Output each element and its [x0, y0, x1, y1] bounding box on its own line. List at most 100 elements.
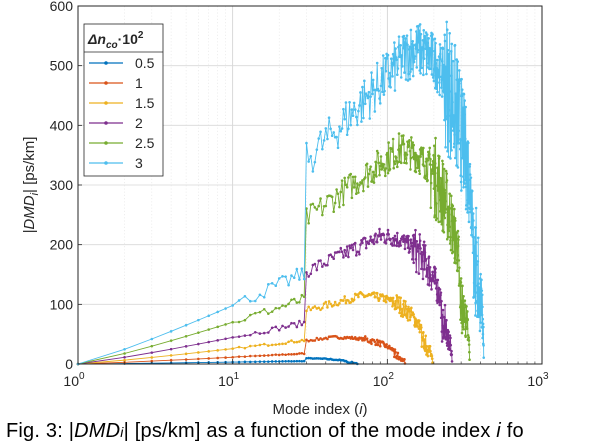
data-point — [413, 239, 416, 243]
data-point — [357, 250, 360, 254]
data-point — [327, 300, 331, 303]
data-point — [393, 303, 396, 306]
data-point — [375, 175, 378, 178]
data-point — [357, 109, 360, 113]
data-point — [379, 155, 383, 158]
data-point — [338, 205, 341, 209]
data-point — [472, 281, 476, 285]
data-point — [248, 354, 252, 358]
data-point — [347, 255, 350, 259]
data-point — [415, 239, 419, 243]
data-point — [451, 204, 455, 208]
data-point — [391, 52, 395, 56]
data-point — [424, 31, 428, 34]
data-point — [361, 179, 364, 182]
data-point — [417, 40, 421, 44]
data-point — [357, 191, 360, 194]
data-point — [423, 338, 426, 341]
data-point — [467, 343, 471, 346]
data-point — [418, 233, 422, 236]
data-point — [481, 336, 484, 340]
data-point — [404, 151, 407, 155]
data-point — [460, 189, 463, 192]
data-point — [453, 133, 456, 137]
data-point — [481, 317, 485, 321]
data-point — [464, 207, 468, 211]
data-point — [322, 302, 326, 305]
data-point — [344, 301, 348, 305]
data-point — [216, 339, 219, 342]
data-point — [475, 284, 479, 287]
data-point — [243, 334, 247, 337]
data-point — [455, 58, 459, 61]
data-point — [475, 263, 478, 266]
data-point — [356, 182, 359, 185]
data-point — [464, 185, 468, 189]
data-point — [284, 275, 287, 278]
data-point — [378, 164, 382, 168]
data-point — [356, 123, 359, 127]
data-point — [342, 256, 345, 259]
data-point — [349, 246, 353, 250]
data-point — [435, 87, 438, 91]
data-point — [321, 265, 324, 268]
series-markers-2 — [76, 227, 454, 366]
data-point — [333, 300, 337, 304]
data-point — [408, 247, 412, 251]
data-point — [433, 49, 436, 53]
data-point — [468, 358, 471, 362]
data-point — [441, 162, 445, 166]
data-point — [447, 155, 450, 159]
data-point — [377, 89, 381, 93]
data-point — [378, 97, 381, 100]
data-point — [380, 168, 384, 171]
data-point — [445, 20, 449, 24]
data-point — [443, 216, 447, 220]
data-point — [445, 237, 449, 241]
data-point — [429, 50, 432, 54]
data-point — [450, 207, 453, 211]
data-point — [482, 325, 485, 329]
data-point — [473, 246, 477, 249]
data-point — [402, 240, 405, 243]
data-point — [386, 151, 389, 155]
y-tick-label: 0 — [65, 356, 73, 372]
data-point — [383, 89, 386, 93]
data-point — [482, 356, 486, 359]
data-point — [378, 227, 381, 231]
data-point — [457, 141, 461, 145]
data-point — [258, 354, 262, 358]
data-point — [449, 131, 453, 135]
data-point — [415, 66, 419, 69]
data-point — [459, 281, 463, 284]
data-point — [446, 223, 449, 227]
data-point — [443, 90, 447, 94]
data-point — [468, 202, 471, 205]
data-point — [424, 257, 428, 261]
data-point — [426, 354, 430, 358]
data-point — [357, 295, 360, 299]
data-point — [420, 56, 423, 59]
data-point — [431, 163, 434, 167]
data-point — [460, 299, 464, 303]
data-point — [461, 121, 464, 125]
data-point — [392, 166, 396, 170]
data-point — [361, 85, 364, 89]
data-point — [449, 194, 453, 198]
data-point — [309, 308, 313, 312]
data-point — [277, 342, 281, 346]
data-point — [353, 241, 357, 245]
data-point — [430, 354, 434, 358]
data-point — [424, 47, 427, 51]
data-point — [481, 332, 485, 336]
data-point — [450, 349, 453, 353]
data-point — [295, 325, 299, 329]
data-point — [281, 275, 284, 278]
data-point — [469, 210, 473, 214]
data-point — [262, 354, 266, 357]
data-point — [454, 96, 458, 100]
data-point — [339, 129, 343, 133]
data-point — [392, 63, 396, 67]
data-point — [281, 360, 284, 363]
data-point — [332, 131, 336, 134]
